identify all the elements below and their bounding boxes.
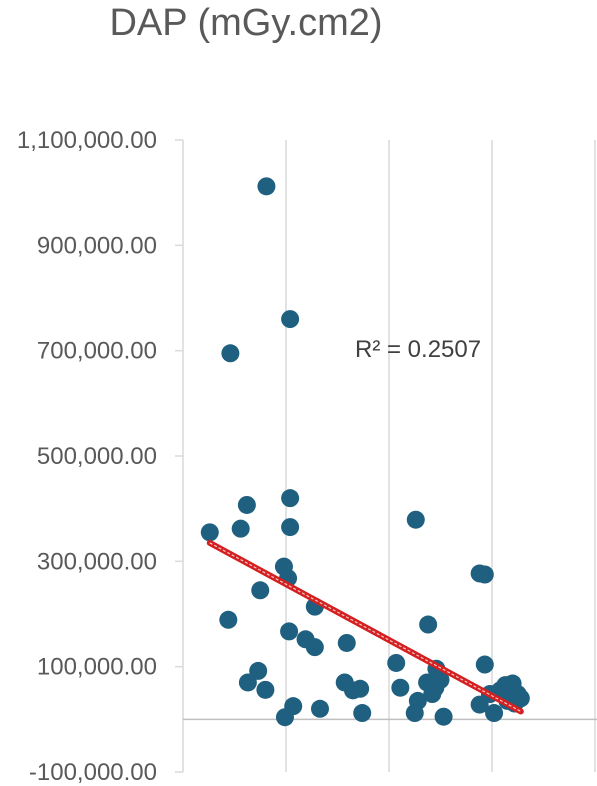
data-point <box>470 564 489 583</box>
data-point <box>219 610 238 629</box>
y-axis-ticks: -100,000.00 100,000.00 300,000.00 500,000.0… <box>17 127 183 786</box>
data-point <box>485 704 504 723</box>
data-point <box>343 681 362 700</box>
trendline <box>206 539 524 715</box>
y-tick-label: 700,000.00 <box>37 338 157 365</box>
y-tick-label: 500,000.00 <box>37 443 157 470</box>
data-point <box>251 581 270 600</box>
y-tick-label: -100,000.00 <box>29 759 157 786</box>
data-point <box>275 708 294 727</box>
data-point <box>423 685 442 704</box>
data-point <box>200 523 219 542</box>
y-tick-label: 300,000.00 <box>37 548 157 575</box>
y-tick-label: 1,100,000.00 <box>17 127 157 154</box>
data-point <box>305 638 324 657</box>
data-point <box>281 489 300 508</box>
data-point <box>406 510 425 529</box>
data-point <box>237 495 256 514</box>
data-point <box>257 177 276 196</box>
data-point <box>280 622 299 641</box>
data-point <box>419 615 438 634</box>
data-point <box>353 704 372 723</box>
data-points <box>200 177 530 727</box>
data-point <box>221 344 240 363</box>
data-point <box>475 655 494 674</box>
data-point <box>238 673 257 692</box>
data-point <box>310 699 329 718</box>
data-point <box>387 653 406 672</box>
data-point <box>434 707 453 726</box>
r-squared-annotation: R² = 0.2507 <box>355 336 481 363</box>
data-point <box>256 680 275 699</box>
data-point <box>470 695 489 714</box>
data-point <box>431 670 450 689</box>
data-point <box>281 310 300 329</box>
data-point <box>281 518 300 537</box>
data-point <box>391 678 410 697</box>
data-point <box>405 704 424 723</box>
trendline-inner-stripe <box>209 542 522 712</box>
data-point <box>337 633 356 652</box>
y-tick-label: 900,000.00 <box>37 232 157 259</box>
data-point <box>231 519 250 538</box>
chart-title: DAP (mGy.cm2) <box>109 2 383 44</box>
y-tick-label: 100,000.00 <box>37 654 157 681</box>
data-point <box>249 661 268 680</box>
